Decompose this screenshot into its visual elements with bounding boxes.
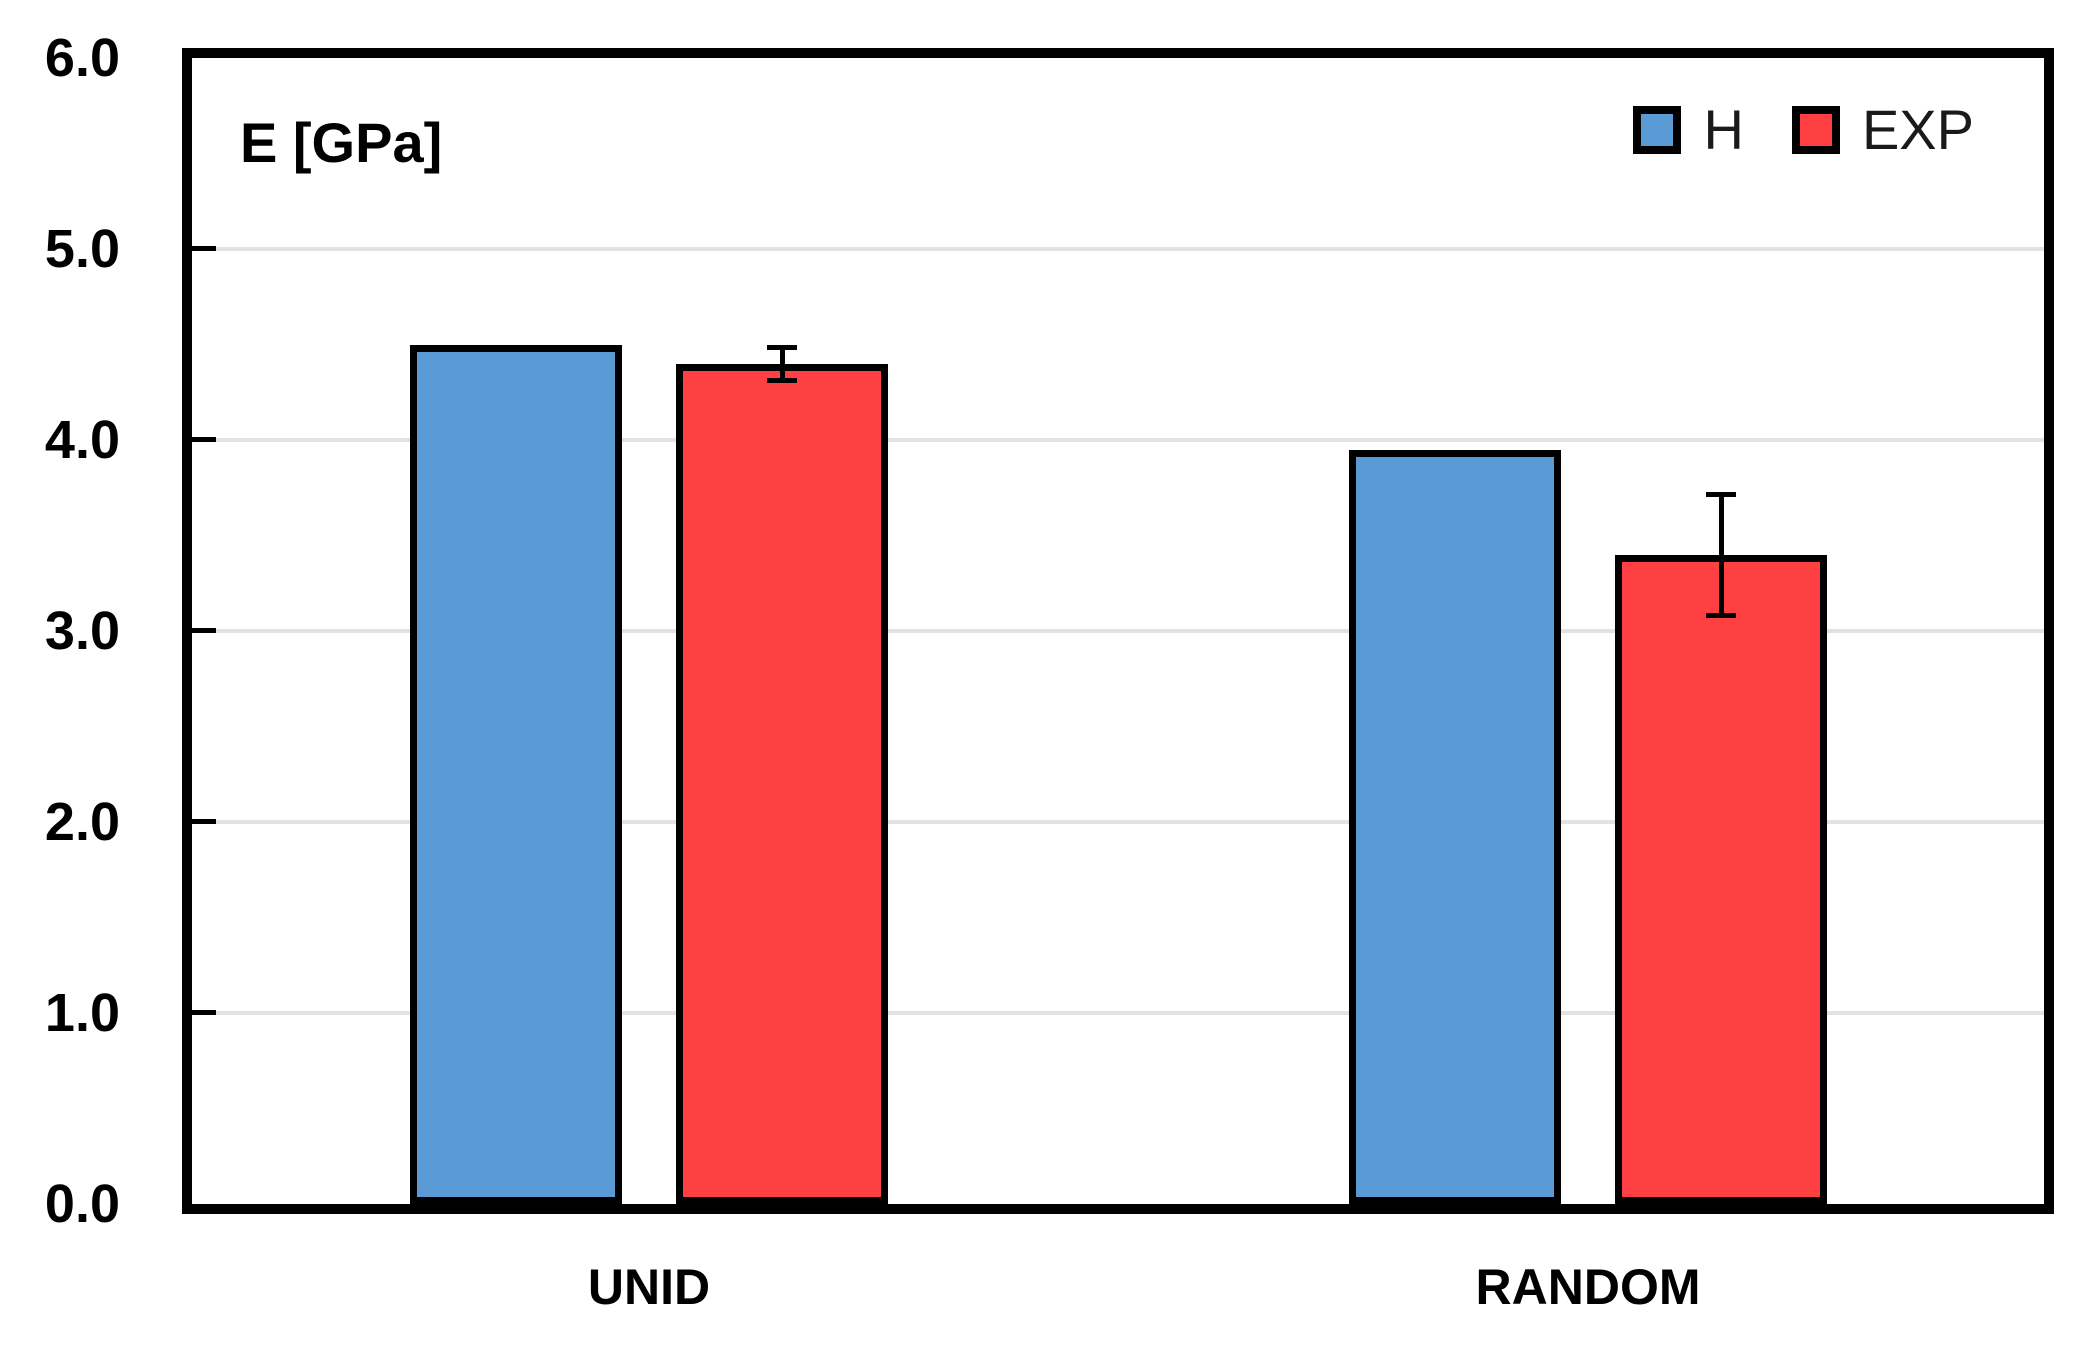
y-tick-label-3.0: 3.0 (44, 601, 120, 661)
y-tickmark-3 (192, 628, 216, 633)
y-tick-label-4.0: 4.0 (44, 410, 120, 470)
plot-area: E [GPa] H EXP (182, 48, 2054, 1214)
bar-h-unid (410, 344, 622, 1204)
legend: H EXP (1633, 102, 1974, 158)
gridline-y2 (192, 820, 2044, 824)
gridline-y1 (192, 1011, 2044, 1015)
errorbar-line (1718, 491, 1724, 618)
legend-swatch-exp (1791, 106, 1840, 154)
y-tick-label-5.0: 5.0 (44, 219, 120, 279)
errorbar-cap-top (767, 344, 797, 350)
y-tick-label-1.0: 1.0 (44, 983, 120, 1043)
legend-item-h: H (1633, 98, 1744, 161)
errorbar-exp-random (1706, 491, 1736, 618)
errorbar-cap-bottom (767, 377, 797, 383)
gridline-y5 (192, 247, 2044, 251)
category-label-unid: UNID (587, 1259, 711, 1315)
legend-label-exp: EXP (1861, 98, 1974, 161)
gridline-y4 (192, 438, 2044, 442)
y-tick-label-0.0: 0.0 (44, 1174, 120, 1234)
y-tick-label-2.0: 2.0 (44, 792, 120, 852)
legend-label-h: H (1703, 98, 1744, 161)
y-tickmark-5 (192, 246, 216, 251)
axis-unit-label: E [GPa] (240, 111, 443, 174)
category-label-random: RANDOM (1475, 1259, 1701, 1315)
legend-item-exp: EXP (1791, 98, 1974, 161)
errorbar-cap-bottom (1706, 612, 1736, 618)
errorbar-exp-unid (767, 344, 797, 383)
y-tickmark-4 (192, 437, 216, 442)
errorbar-cap-top (1706, 491, 1736, 497)
y-tick-label-6.0: 6.0 (44, 28, 120, 88)
legend-swatch-h (1633, 106, 1682, 154)
bar-exp-unid (676, 363, 888, 1204)
y-tickmark-1 (192, 1010, 216, 1015)
gridline-y3 (192, 629, 2044, 633)
y-tickmark-2 (192, 819, 216, 824)
bar-exp-random (1615, 554, 1827, 1204)
errorbar-line (779, 344, 785, 383)
bar-h-random (1349, 449, 1561, 1204)
